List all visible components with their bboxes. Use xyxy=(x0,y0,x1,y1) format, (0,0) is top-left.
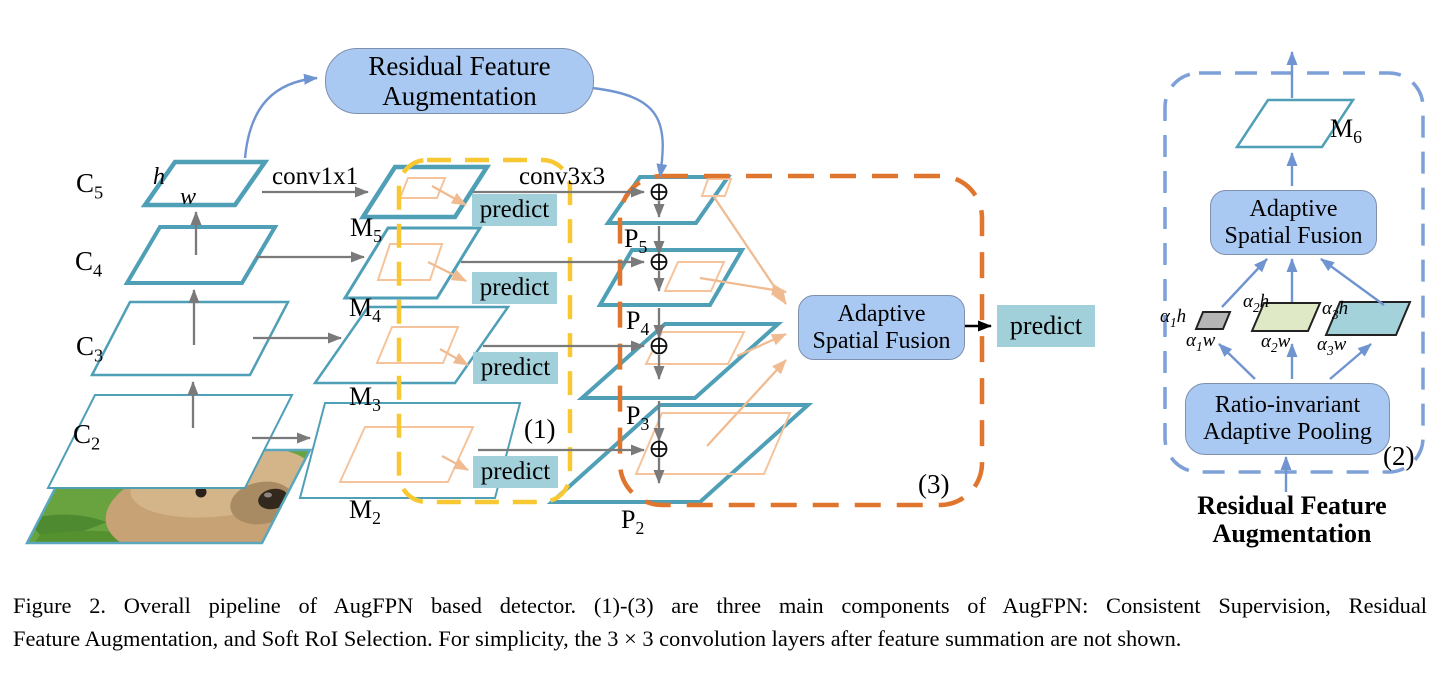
feature-sum-oplus-icons xyxy=(650,183,668,458)
residual-feature-augmentation-box: Residual Feature Augmentation xyxy=(325,48,594,114)
tag-component-2: (2) xyxy=(1383,441,1415,471)
caption-line1: Figure 2. Overall pipeline of AugFPN bas… xyxy=(13,593,1427,618)
label-c4: C4 xyxy=(75,246,103,281)
pooled-context-maps xyxy=(1194,301,1412,336)
label-m3: M3 xyxy=(349,382,381,416)
m5-feature-map xyxy=(358,164,492,220)
label-dim-w: w xyxy=(180,184,197,210)
tag-component-1: (1) xyxy=(524,414,556,444)
c5-feature-map xyxy=(140,159,270,208)
panel2-adaptive-spatial-fusion-box: Adaptive Spatial Fusion xyxy=(1210,190,1377,255)
soft-roi-selection-dashed-box xyxy=(617,173,985,508)
rfa-box-line1: Residual Feature xyxy=(368,50,551,81)
label-m2: M2 xyxy=(349,495,381,529)
panel2-asf-line2: Spatial Fusion xyxy=(1224,222,1363,249)
predict-box-m5: predict xyxy=(472,194,557,226)
asf-line2: Spatial Fusion xyxy=(812,327,951,354)
residual-feature-augmentation-dashed-box xyxy=(1163,71,1425,474)
pipeline-diagram-canvas xyxy=(24,51,1425,545)
backbone-feature-maps xyxy=(46,159,294,489)
predict-box-m4: predict xyxy=(472,272,557,304)
ratio-invariant-adaptive-pooling-box: Ratio-invariant Adaptive Pooling xyxy=(1185,383,1390,455)
final-predict-box: predict xyxy=(997,305,1095,347)
m6-feature-map xyxy=(1234,98,1356,149)
label-p5: P5 xyxy=(624,224,648,258)
panel2-title-line1: Residual Feature xyxy=(1197,491,1387,520)
figure-caption: Figure 2. Overall pipeline of AugFPN bas… xyxy=(13,589,1427,655)
label-c2: C2 xyxy=(73,419,101,454)
blue-arrows xyxy=(243,51,1385,492)
oplus-icon xyxy=(650,253,668,271)
label-alpha3-w: α3w xyxy=(1317,334,1347,358)
panel2-title-line2: Augmentation xyxy=(1212,519,1372,549)
adaptive-spatial-fusion-box: Adaptive Spatial Fusion xyxy=(798,295,965,360)
label-m6: M6 xyxy=(1330,114,1362,148)
label-alpha1-h: α1h xyxy=(1160,306,1187,330)
fpn-p-feature-maps xyxy=(546,175,814,504)
label-c5: C5 xyxy=(76,168,104,203)
c3-feature-map xyxy=(89,300,291,377)
c4-feature-map xyxy=(123,225,279,285)
oplus-icon xyxy=(650,337,668,355)
label-p2: P2 xyxy=(621,505,645,539)
c2-feature-map xyxy=(46,394,294,489)
rfa-box-line2: Augmentation xyxy=(382,81,537,111)
label-alpha2-w: α2w xyxy=(1261,331,1291,355)
label-p4: P4 xyxy=(626,306,650,340)
predict-box-m2: predict xyxy=(473,456,558,488)
consistent-supervision-dashed-box xyxy=(396,157,573,505)
gray-arrows xyxy=(187,186,665,484)
caption-line2: Feature Augmentation, and Soft RoI Selec… xyxy=(13,626,1182,651)
label-m5: M5 xyxy=(350,213,382,247)
oplus-icon xyxy=(650,183,668,201)
pooled-map-alpha3 xyxy=(1324,301,1412,336)
label-p3: P3 xyxy=(626,401,650,435)
pooled-map-alpha2 xyxy=(1250,302,1322,332)
label-c3: C3 xyxy=(76,331,104,366)
asf-line1: Adaptive xyxy=(837,300,926,327)
orange-arrows xyxy=(427,184,787,472)
label-dim-h: h xyxy=(153,164,165,190)
roi-regions xyxy=(338,177,792,483)
p3-feature-map xyxy=(576,322,784,400)
label-alpha2-h: α2h xyxy=(1243,291,1270,315)
p2-feature-map xyxy=(546,403,814,504)
riap-line1: Ratio-invariant xyxy=(1214,392,1361,419)
panel2-title: Residual Feature Augmentation xyxy=(1172,491,1412,549)
riap-line2: Adaptive Pooling xyxy=(1203,419,1372,445)
label-conv1x1: conv1x1 xyxy=(272,163,359,190)
panel2-asf-line1: Adaptive xyxy=(1249,195,1338,222)
label-conv3x3: conv3x3 xyxy=(519,163,606,190)
oplus-icon xyxy=(650,440,668,458)
tag-component-3: (3) xyxy=(918,469,950,499)
pooled-map-alpha1 xyxy=(1194,311,1232,330)
label-m4: M4 xyxy=(349,293,381,327)
label-alpha1-w: α1w xyxy=(1186,330,1216,354)
predict-box-m3: predict xyxy=(473,352,558,384)
label-alpha3-h: α3h xyxy=(1322,298,1349,322)
